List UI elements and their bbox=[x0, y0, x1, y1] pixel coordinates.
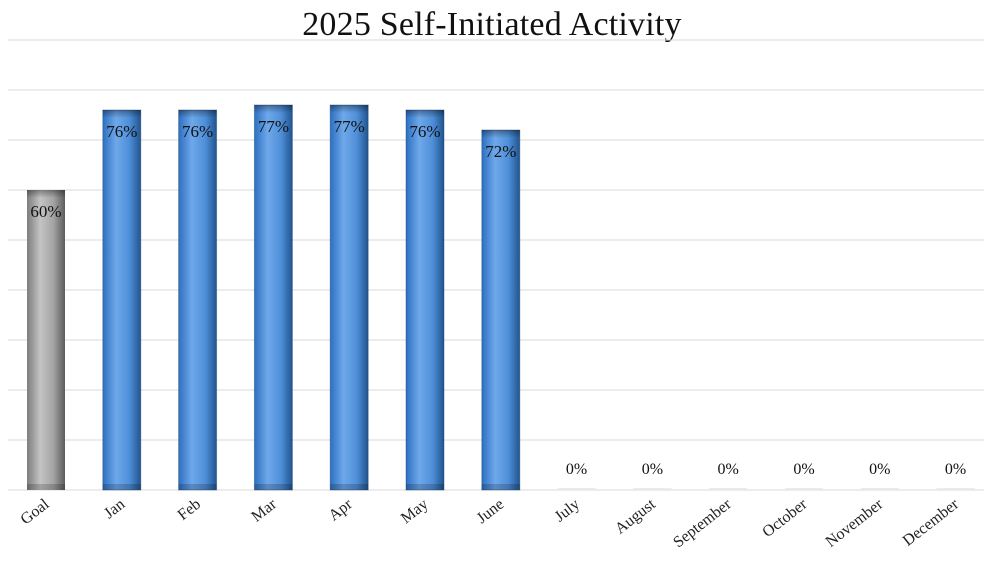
bar-feb bbox=[178, 109, 218, 491]
data-label: 60% bbox=[30, 202, 61, 221]
x-tick-label: June bbox=[474, 496, 508, 527]
bar-june bbox=[481, 129, 521, 491]
bar-jan bbox=[102, 109, 142, 491]
data-label: 0% bbox=[566, 461, 587, 478]
x-tick-label: July bbox=[552, 496, 583, 526]
x-tick-label: August bbox=[612, 495, 659, 537]
x-tick-label: December bbox=[900, 495, 963, 549]
data-label: 77% bbox=[258, 117, 289, 136]
x-tick-label: Feb bbox=[175, 496, 204, 524]
bar-december bbox=[936, 488, 975, 490]
data-label: 77% bbox=[334, 117, 365, 136]
x-tick-label: November bbox=[823, 495, 887, 550]
data-label: 0% bbox=[718, 461, 739, 478]
data-label: 76% bbox=[106, 122, 137, 141]
data-label: 0% bbox=[945, 461, 966, 478]
data-label: 76% bbox=[409, 122, 440, 141]
x-tick-label: Goal bbox=[17, 495, 52, 528]
data-label: 0% bbox=[642, 461, 663, 478]
data-label: 0% bbox=[869, 461, 890, 478]
bar-may bbox=[405, 109, 445, 491]
data-label: 76% bbox=[182, 122, 213, 141]
bar-apr bbox=[329, 104, 369, 491]
bar-goal bbox=[27, 190, 65, 490]
bar-mar bbox=[253, 104, 293, 491]
x-tick-label: May bbox=[398, 496, 432, 527]
bar-october bbox=[785, 488, 823, 490]
x-tick-label: Jan bbox=[101, 496, 128, 523]
chart-title: 2025 Self-Initiated Activity bbox=[302, 6, 682, 43]
bar-september bbox=[709, 488, 748, 490]
x-tick-label: Apr bbox=[326, 495, 357, 524]
data-label: 72% bbox=[485, 142, 516, 161]
data-label: 0% bbox=[793, 461, 814, 478]
x-tick-label: September bbox=[670, 495, 735, 551]
x-tick-label: October bbox=[759, 495, 811, 541]
bar-july bbox=[557, 488, 596, 490]
x-tick-label: Mar bbox=[248, 495, 280, 525]
bar-august bbox=[633, 488, 672, 490]
bar-november bbox=[860, 488, 899, 490]
